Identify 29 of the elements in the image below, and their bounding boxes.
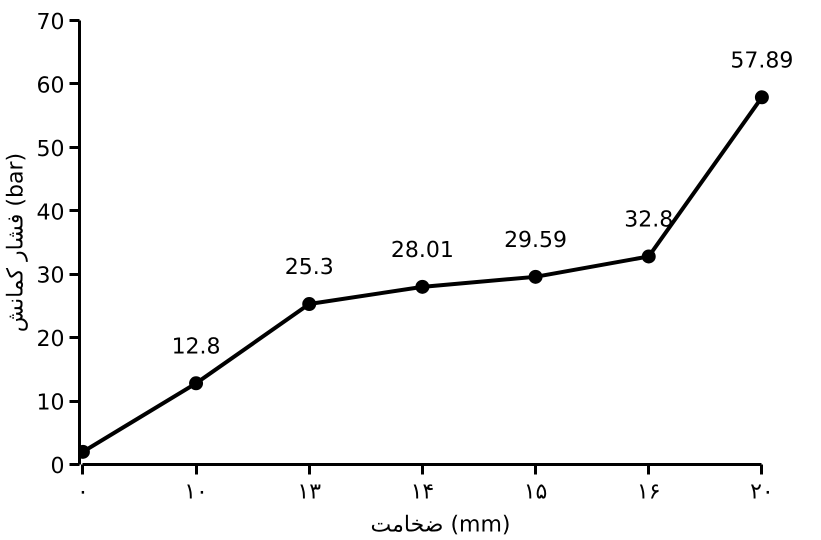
x-tick-label: ۱۶ xyxy=(636,480,661,504)
y-tick-label: 60 xyxy=(36,73,65,98)
x-tick-label: ۱۵ xyxy=(524,480,548,504)
point xyxy=(189,376,204,390)
data-label: 57.89 xyxy=(730,48,794,74)
y-tick-label: 70 xyxy=(36,10,65,35)
y-tick-label: 10 xyxy=(36,390,65,416)
y-axis-title: فشار کمانش (bar) xyxy=(4,152,29,332)
point xyxy=(302,297,316,312)
x-tick-label: ۰ xyxy=(76,480,89,504)
data-label: 29.59 xyxy=(504,228,568,253)
point xyxy=(754,90,769,104)
y-tick-label: 0 xyxy=(50,454,65,479)
point xyxy=(642,249,656,264)
point xyxy=(528,270,543,284)
y-tick-label: 30 xyxy=(36,264,65,289)
data-label: 28.01 xyxy=(390,238,454,263)
x-tick-label: ۱۰ xyxy=(184,480,208,504)
point xyxy=(415,280,430,294)
y-tick-label: 20 xyxy=(36,327,65,352)
x-axis-title: ضخامت (mm) xyxy=(370,512,511,538)
y-tick-label: 50 xyxy=(36,136,65,162)
data-label: 25.3 xyxy=(284,255,334,280)
y-tick-label: 40 xyxy=(36,200,65,226)
x-tick-label: ۲۰ xyxy=(750,480,774,504)
x-tick-label: ۱۳ xyxy=(297,480,322,504)
data-label: 32.8 xyxy=(624,207,674,232)
x-tick-label: ۱۴ xyxy=(410,480,434,504)
data-label: 12.8 xyxy=(172,334,221,360)
